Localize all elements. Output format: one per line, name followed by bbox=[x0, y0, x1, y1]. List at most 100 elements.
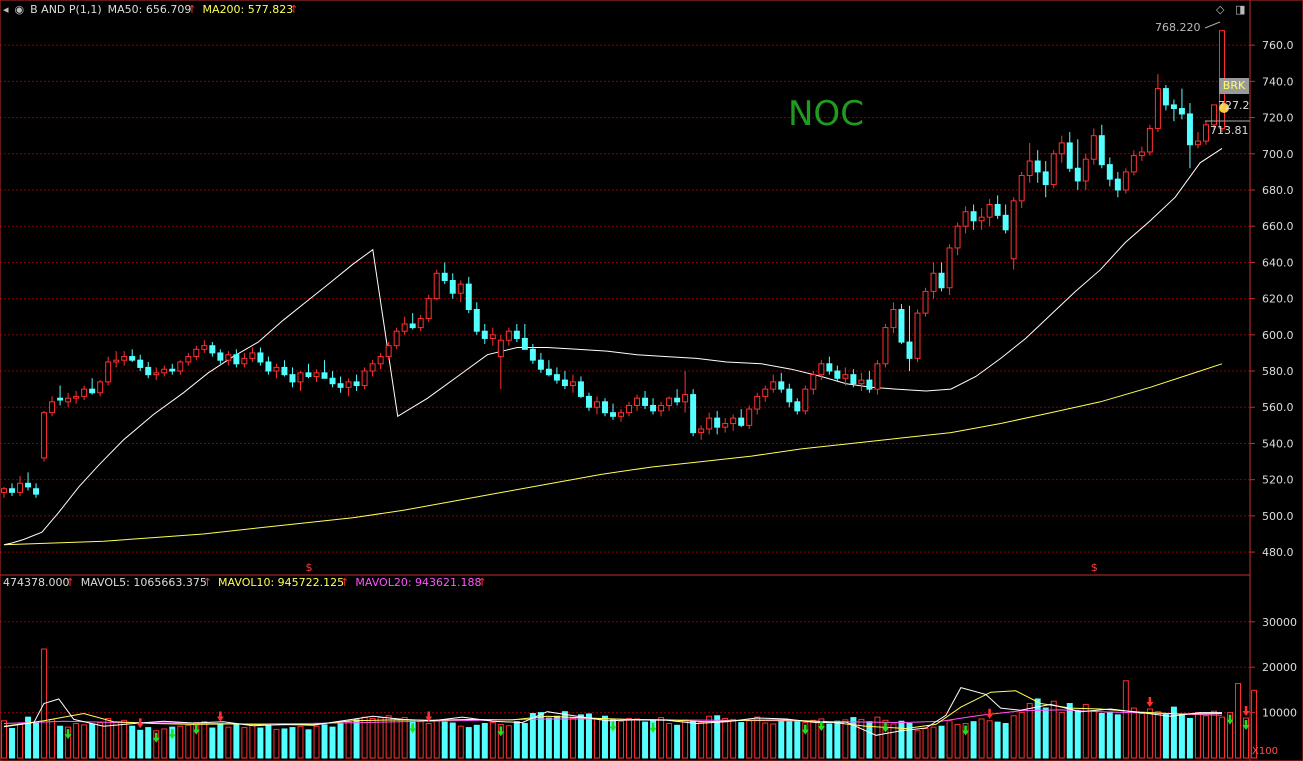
up-arrow-icon bbox=[425, 711, 433, 722]
candle-body bbox=[481, 330, 488, 339]
volume-bar bbox=[1178, 714, 1185, 759]
candle bbox=[225, 351, 232, 366]
candle bbox=[65, 392, 72, 408]
candle-body bbox=[1106, 164, 1113, 180]
volume-bar bbox=[1002, 722, 1009, 759]
candle-body bbox=[529, 348, 536, 361]
candle-body bbox=[425, 298, 432, 320]
candle-body bbox=[890, 308, 897, 329]
candle-body bbox=[161, 368, 168, 374]
candle bbox=[521, 323, 528, 350]
volume-bar bbox=[778, 720, 785, 759]
candle bbox=[9, 483, 15, 496]
candle bbox=[313, 369, 320, 382]
price-tick-label: 620.0 bbox=[1262, 293, 1294, 306]
volume-bar bbox=[393, 718, 400, 759]
volume-bar bbox=[714, 715, 721, 759]
volume-bar bbox=[417, 721, 424, 759]
candle-body bbox=[842, 374, 849, 379]
cursor-dot-icon[interactable] bbox=[1219, 103, 1229, 113]
candle bbox=[986, 199, 993, 227]
window-toggle-icon[interactable]: ◨ bbox=[1235, 3, 1246, 16]
candle bbox=[1138, 146, 1145, 162]
down-arrow-icon bbox=[962, 725, 970, 736]
candle-body bbox=[449, 280, 456, 294]
candle-body bbox=[1114, 178, 1121, 191]
volume-bar bbox=[834, 720, 841, 759]
volume-bar bbox=[177, 725, 184, 759]
candle bbox=[57, 385, 64, 406]
candle bbox=[706, 412, 713, 435]
volume-bar bbox=[698, 722, 705, 759]
candle-body bbox=[770, 381, 777, 390]
diamond-icon[interactable]: ◇ bbox=[1216, 3, 1225, 16]
price-tick-label: 500.0 bbox=[1262, 510, 1294, 523]
candle-body bbox=[938, 272, 945, 289]
candle-body bbox=[698, 428, 705, 434]
volume-bar bbox=[481, 722, 488, 759]
volume-bar bbox=[9, 727, 15, 759]
candle bbox=[361, 367, 368, 390]
price-tick-label: 560.0 bbox=[1262, 401, 1294, 414]
candle-body bbox=[457, 283, 464, 294]
ma50-line bbox=[3, 147, 1223, 546]
volume-bar bbox=[377, 717, 384, 759]
volume-bar bbox=[1194, 712, 1201, 759]
candle bbox=[1098, 124, 1105, 169]
volume-bar bbox=[1018, 712, 1025, 759]
candle bbox=[714, 410, 721, 435]
candle-body bbox=[850, 374, 857, 385]
collapse-icon[interactable]: ◂ bbox=[3, 3, 9, 16]
volume-bar bbox=[1211, 710, 1217, 759]
candle bbox=[634, 394, 641, 411]
candle bbox=[1050, 150, 1057, 189]
volume-bar bbox=[634, 718, 641, 759]
candle bbox=[1018, 171, 1025, 209]
indicator-title: B AND P(1,1) bbox=[30, 3, 102, 16]
candle-body bbox=[930, 272, 937, 292]
candle-body bbox=[145, 366, 152, 376]
candle bbox=[153, 367, 160, 381]
candle-body bbox=[249, 352, 256, 359]
down-arrow-icon bbox=[881, 722, 889, 733]
volume-bar bbox=[169, 726, 176, 759]
volume-tick-label: 20000 bbox=[1262, 661, 1297, 674]
candle bbox=[489, 327, 496, 346]
candle-body bbox=[465, 283, 472, 310]
up-arrow-icon bbox=[1242, 706, 1250, 717]
candle bbox=[577, 376, 584, 399]
candle-body bbox=[441, 272, 448, 282]
candle bbox=[1114, 171, 1121, 198]
volume-bar bbox=[257, 727, 264, 759]
candle bbox=[1106, 157, 1113, 187]
candle-body bbox=[577, 381, 584, 397]
candle-body bbox=[265, 361, 272, 372]
candle-body bbox=[297, 372, 304, 383]
candle bbox=[289, 367, 296, 388]
candle bbox=[1002, 204, 1009, 234]
candle-body bbox=[642, 397, 649, 406]
candle-body bbox=[257, 352, 264, 363]
volume-bar bbox=[49, 718, 56, 759]
candle bbox=[786, 383, 793, 408]
candle bbox=[97, 380, 104, 397]
candle bbox=[1066, 132, 1073, 172]
candle-body bbox=[658, 404, 665, 412]
candle bbox=[898, 304, 905, 344]
candle-body bbox=[89, 388, 96, 394]
settings-icon[interactable]: ◉ bbox=[14, 3, 25, 16]
volume-bar bbox=[217, 722, 224, 759]
volume-bar bbox=[1114, 714, 1121, 759]
volume-bar bbox=[545, 717, 552, 759]
volume-bar bbox=[842, 719, 849, 759]
candle-body bbox=[329, 377, 336, 385]
candle-body bbox=[986, 203, 993, 218]
volume-bar bbox=[1122, 680, 1129, 759]
volume-bar bbox=[1227, 712, 1233, 759]
candle-body bbox=[706, 417, 713, 430]
candle bbox=[345, 378, 352, 397]
down-arrow-icon bbox=[409, 723, 417, 734]
symbol-badge[interactable]: BRK bbox=[1219, 78, 1249, 94]
high-price-label: 768.220 bbox=[1155, 21, 1201, 34]
